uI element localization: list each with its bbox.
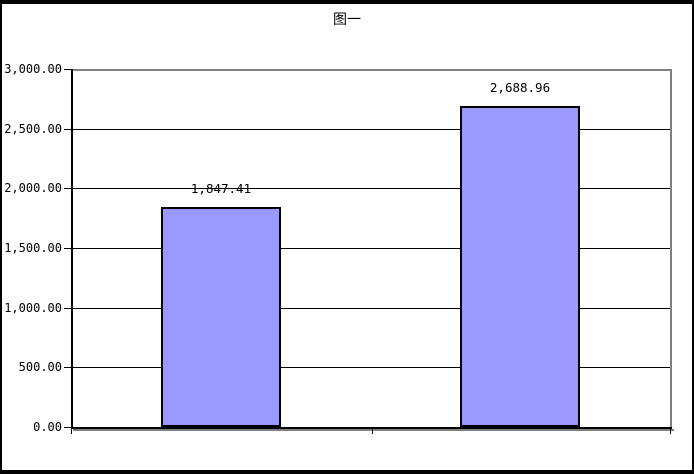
y-axis-tick — [64, 188, 71, 189]
plot-border-top — [71, 69, 672, 71]
x-axis-tick — [670, 429, 671, 434]
gridline — [73, 188, 670, 189]
x-axis-tick — [71, 429, 72, 434]
y-axis-tick — [64, 69, 71, 70]
bar-value-label: 2,688.96 — [489, 80, 551, 95]
y-axis-tick — [64, 308, 71, 309]
y-axis-tick-label: 2,000.00 — [4, 181, 62, 195]
gridline — [73, 129, 670, 130]
gridline — [73, 248, 670, 249]
bar — [460, 106, 580, 427]
y-axis-tick — [64, 367, 71, 368]
y-axis-tick-label: 1,000.00 — [4, 301, 62, 315]
gridline — [73, 308, 670, 309]
x-axis-tick — [372, 429, 373, 434]
chart-title: 图一 — [333, 12, 361, 28]
plot-border-right — [670, 69, 672, 429]
y-axis-tick-label: 0.00 — [33, 420, 62, 434]
y-axis-line — [71, 69, 73, 427]
y-axis-tick — [64, 248, 71, 249]
y-axis-tick-label: 1,500.00 — [4, 241, 62, 255]
gridline — [73, 367, 670, 368]
y-axis-tick — [64, 427, 71, 428]
y-axis-tick-label: 500.00 — [18, 360, 62, 374]
y-axis-tick-label: 3,000.00 — [4, 62, 62, 76]
y-axis-tick — [64, 129, 71, 130]
bar-value-label: 1,847.41 — [190, 181, 252, 196]
x-axis-line — [71, 427, 672, 429]
plot-area: 0.00 500.00 1,000.00 1,500.00 2,000.00 2,500.… — [2, 4, 692, 470]
bar — [161, 207, 281, 427]
plot-shadow-bottom — [73, 429, 674, 431]
y-axis-tick-label: 2,500.00 — [4, 122, 62, 136]
